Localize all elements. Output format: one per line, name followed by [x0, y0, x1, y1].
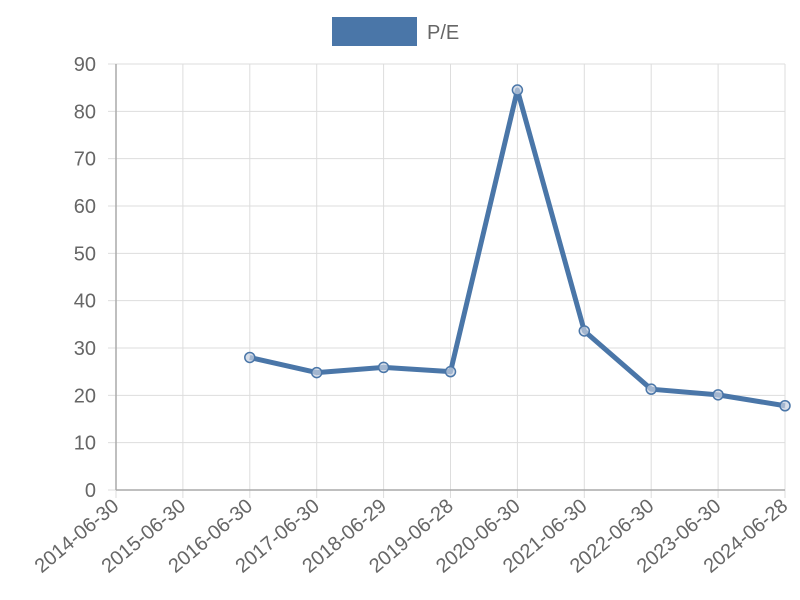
data-point [712, 389, 724, 401]
y-tick-label: 90 [74, 54, 96, 76]
data-point [310, 366, 323, 379]
y-tick-label: 30 [74, 338, 96, 360]
y-tick-label: 20 [74, 385, 96, 407]
data-point [377, 361, 390, 374]
data-point [511, 84, 524, 96]
data-point [578, 325, 591, 337]
data-point [244, 351, 256, 364]
legend-swatch [332, 17, 417, 46]
y-tick-label: 50 [74, 243, 96, 265]
data-point [779, 399, 791, 412]
y-tick-label: 70 [74, 149, 96, 171]
y-tick-label: 10 [74, 433, 96, 455]
y-tick-label: 80 [74, 101, 96, 123]
y-tick-label: 0 [85, 480, 96, 502]
legend-label: P/E [427, 22, 459, 44]
data-point [645, 383, 657, 395]
data-point [444, 365, 457, 378]
y-tick-label: 40 [74, 291, 96, 313]
y-tick-label: 60 [74, 196, 96, 218]
